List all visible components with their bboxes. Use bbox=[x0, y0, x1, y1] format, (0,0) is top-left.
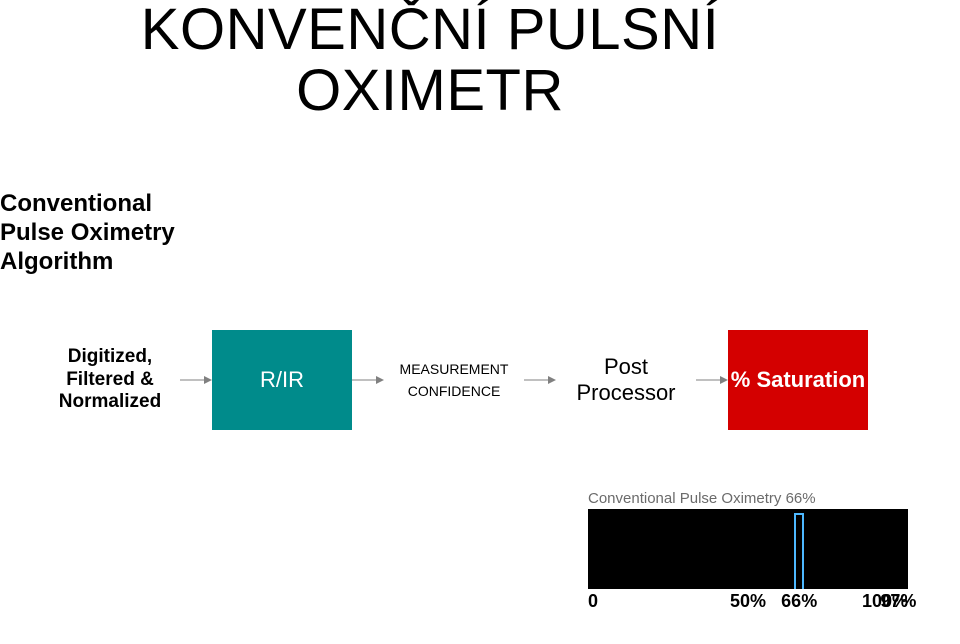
node3-l2: CONFIDENCE bbox=[408, 380, 501, 402]
chart-label: Conventional Pulse Oximetry 66% bbox=[588, 490, 920, 507]
algo-line-3: Algorithm bbox=[0, 248, 113, 275]
axis-label: SpO2% bbox=[720, 520, 780, 544]
arrow-2 bbox=[352, 380, 384, 381]
tick-label: 66% bbox=[781, 591, 817, 612]
algorithm-label: Conventional Pulse Oximetry Algorithm bbox=[0, 190, 180, 276]
node-saturation: % Saturation bbox=[728, 330, 868, 430]
node4-l2: Processor bbox=[576, 380, 675, 406]
node2-label: R/IR bbox=[260, 367, 304, 393]
axis-main: SpO bbox=[720, 520, 757, 540]
arrow-1 bbox=[180, 380, 212, 381]
title-line-1: KONVENČNÍ PULSNÍ bbox=[141, 0, 719, 62]
node-digitized: Digitized, Filtered & Normalized bbox=[40, 330, 180, 430]
node1-l1: Digitized, bbox=[68, 346, 152, 369]
algo-line-2: Pulse Oximetry bbox=[0, 219, 175, 246]
tick-label: 50% bbox=[730, 591, 766, 612]
axis-sub: 2 bbox=[757, 530, 764, 544]
spo2-chart-wrap: Conventional Pulse Oximetry 66% 050%66%9… bbox=[580, 490, 920, 611]
slide-root: KONVENČNÍ PULSNÍ OXIMETR Conventional Pu… bbox=[0, 0, 960, 644]
tick-label: 100% bbox=[862, 591, 908, 612]
node-post-processor: Post Processor bbox=[556, 330, 696, 430]
node5-label: % Saturation bbox=[731, 367, 865, 393]
arrow-icon bbox=[352, 374, 384, 386]
arrow-4 bbox=[696, 380, 728, 381]
flowchart: Digitized, Filtered & Normalized R/IR ME… bbox=[40, 320, 920, 440]
node3-l1: MEASUREMENT bbox=[400, 358, 509, 380]
node-rir: R/IR bbox=[212, 330, 352, 430]
slide-title: KONVENČNÍ PULSNÍ OXIMETR bbox=[80, 0, 780, 122]
arrow-3 bbox=[524, 380, 556, 381]
axis-suffix: % bbox=[764, 520, 780, 540]
node4-l1: Post bbox=[604, 354, 648, 380]
chart-bar-66 bbox=[794, 513, 804, 589]
node1-l3: Normalized bbox=[59, 391, 161, 414]
arrow-icon bbox=[696, 374, 728, 386]
node1-l2: Filtered & bbox=[66, 369, 154, 392]
arrow-icon bbox=[180, 374, 212, 386]
arrow-icon bbox=[524, 374, 556, 386]
node-measurement-confidence: MEASUREMENT CONFIDENCE bbox=[384, 330, 524, 430]
algo-line-1: Conventional bbox=[0, 190, 152, 217]
chart-ticks: 050%66%97%100% bbox=[588, 589, 908, 611]
tick-label: 0 bbox=[588, 591, 598, 612]
title-line-2: OXIMETR bbox=[296, 58, 564, 123]
